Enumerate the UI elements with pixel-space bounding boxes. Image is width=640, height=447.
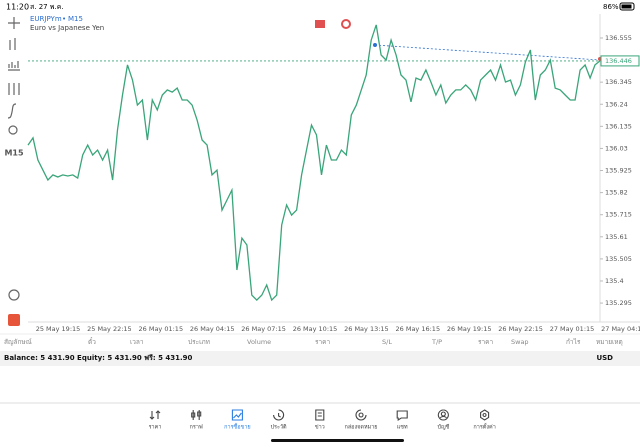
- current-price-box: [600, 55, 640, 67]
- y-tick-label: 136.24: [605, 100, 628, 108]
- chart-timeframe: M15: [68, 15, 83, 23]
- flag-icon[interactable]: [315, 20, 325, 28]
- y-tick-label: 135.505: [605, 255, 632, 263]
- indicator-tool[interactable]: [9, 38, 16, 50]
- clock-icon[interactable]: [341, 19, 351, 29]
- crosshair-tool[interactable]: [8, 17, 20, 29]
- column-header: เวลา: [130, 338, 144, 346]
- column-header: ประเภท: [188, 338, 210, 346]
- x-tick-label: 25 May 19:15: [36, 325, 81, 333]
- home-indicator: [271, 439, 404, 442]
- x-tick-label: 26 May 04:15: [190, 325, 235, 333]
- x-tick-label: 27 May 01:15: [550, 325, 595, 333]
- battery-level: [621, 4, 632, 9]
- tab-icon: [315, 409, 325, 421]
- x-tick-label: 26 May 01:15: [139, 325, 184, 333]
- search-tool[interactable]: [8, 125, 18, 135]
- tab-icon: [191, 410, 202, 420]
- tab[interactable]: กราฟ: [190, 410, 203, 431]
- status-battery: 86%: [603, 3, 619, 11]
- column-header: Volume: [247, 338, 271, 346]
- timeframe-button[interactable]: M15: [4, 149, 24, 158]
- column-header: S/L: [382, 338, 392, 346]
- tab-icon: [273, 409, 285, 421]
- objects-tool[interactable]: [8, 83, 20, 95]
- status-time: 11:20: [6, 3, 29, 12]
- tab-icon: [231, 409, 243, 421]
- column-header: หมายเหตุ: [596, 338, 623, 346]
- tab[interactable]: แชท: [396, 410, 408, 431]
- y-tick-label: 135.4: [605, 277, 624, 285]
- x-tick-label: 26 May 10:15: [293, 325, 338, 333]
- tab-label: ข่าว: [315, 425, 325, 431]
- x-tick-label: 27 May 04:15: [601, 325, 640, 333]
- function-tool[interactable]: [7, 103, 17, 119]
- tab[interactable]: บัญชี: [437, 409, 450, 431]
- trend-handle[interactable]: [373, 43, 377, 47]
- tab-label: แชท: [397, 424, 408, 431]
- tab-label: ราคา: [149, 425, 162, 431]
- tab-label: ประวัติ: [271, 424, 287, 431]
- tab-icon: [355, 409, 367, 421]
- y-tick-label: 136.03: [605, 144, 628, 152]
- app-icon: [8, 314, 20, 326]
- speed-tool[interactable]: [8, 289, 20, 301]
- column-header: ราคา: [315, 338, 330, 346]
- column-header: กำไร: [566, 338, 581, 346]
- tab-label: การตั้งค่า: [473, 423, 495, 431]
- x-tick-label: 26 May 13:15: [344, 325, 389, 333]
- tab-label: บัญชี: [437, 424, 449, 431]
- tab-icon: [437, 409, 449, 421]
- tab[interactable]: การซื้อขาย: [224, 409, 251, 431]
- y-tick-label: 135.82: [605, 189, 628, 197]
- y-tick-label: 135.295: [605, 299, 632, 307]
- tab[interactable]: ราคา: [149, 410, 162, 431]
- y-tick-label: 136.555: [605, 34, 632, 42]
- bars-tool[interactable]: [8, 61, 20, 71]
- column-header: Swap: [511, 338, 529, 346]
- status-date: ส. 27 พ.ค.: [30, 3, 64, 11]
- column-header: T/P: [431, 338, 442, 346]
- tab-icon: [396, 410, 408, 422]
- tab[interactable]: ประวัติ: [271, 409, 287, 431]
- x-tick-label: 25 May 22:15: [87, 325, 132, 333]
- tab-label: การซื้อขาย: [224, 423, 250, 431]
- y-tick-label: 135.715: [605, 211, 632, 219]
- column-header: สัญลักษณ์: [4, 338, 32, 346]
- account-currency: USD: [596, 354, 613, 362]
- x-tick-label: 26 May 19:15: [447, 325, 492, 333]
- tab[interactable]: การตั้งค่า: [473, 409, 496, 431]
- y-tick-label: 136.345: [605, 78, 632, 86]
- account-bar: [0, 351, 640, 366]
- x-tick-label: 26 May 07:15: [241, 325, 286, 333]
- separator: •: [62, 15, 66, 23]
- y-tick-label: 136.135: [605, 122, 632, 130]
- tab-icon: [149, 410, 161, 420]
- y-tick-label: 135.61: [605, 233, 628, 241]
- current-price-label: 136.446: [605, 57, 632, 65]
- tab[interactable]: กล่องจดหมาย: [344, 409, 378, 431]
- price-line: [27, 24, 601, 302]
- chart-symbol: EURJPYm: [30, 15, 62, 23]
- tab[interactable]: ข่าว: [315, 409, 325, 431]
- tab-label: กล่องจดหมาย: [344, 425, 377, 431]
- trend-line[interactable]: [374, 44, 601, 61]
- x-tick-label: 26 May 16:15: [396, 325, 441, 333]
- column-header: ราคา: [478, 338, 493, 346]
- column-header: ตั๋ว: [88, 337, 96, 346]
- account-summary: Balance: 5 431.90 Equity: 5 431.90 ฟรี: …: [4, 354, 193, 362]
- toolbar: [7, 17, 20, 301]
- x-tick-label: 26 May 22:15: [498, 325, 543, 333]
- tab-icon: [480, 409, 490, 421]
- tab-label: กราฟ: [190, 424, 203, 431]
- y-tick-label: 135.925: [605, 167, 632, 175]
- chart-description: Euro vs Japanese Yen: [30, 24, 104, 32]
- battery-icon: [619, 2, 635, 11]
